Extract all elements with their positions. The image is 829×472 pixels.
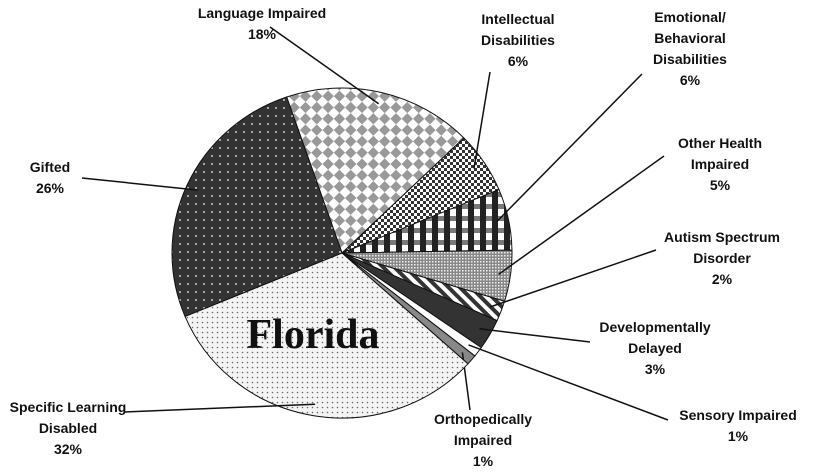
value-label: 18% xyxy=(248,26,277,42)
label-line: Delayed xyxy=(628,340,682,356)
leader-line xyxy=(468,344,669,421)
value-label: 2% xyxy=(712,271,733,287)
label-line: Orthopedically xyxy=(434,411,532,427)
label-line: Disabilities xyxy=(653,51,727,67)
value-label: 1% xyxy=(473,453,494,469)
value-label: 6% xyxy=(508,53,529,69)
label-line: Disabled xyxy=(39,420,97,436)
label-line: Autism Spectrum xyxy=(664,229,780,245)
slice-label: Other Health Impaired xyxy=(678,135,762,172)
value-label: 5% xyxy=(710,177,731,193)
leader-line xyxy=(123,403,316,413)
leader-line xyxy=(496,73,643,223)
slice-label: Sensory Impaired xyxy=(679,407,797,423)
value-label: 3% xyxy=(645,361,666,377)
pie-slice xyxy=(171,96,343,318)
label-line: Developmentally xyxy=(599,319,710,335)
pie-slice xyxy=(286,87,465,254)
value-label: 32% xyxy=(54,441,83,457)
slice-label: Emotional/Behavioral Disabilities xyxy=(653,9,727,67)
slice-label: Specific Learning Disabled xyxy=(10,399,127,436)
value-label: 6% xyxy=(680,72,701,88)
label-line: Disabilities xyxy=(481,32,555,48)
leader-line xyxy=(81,177,198,191)
slice-label: Language Impaired xyxy=(198,5,326,21)
leader-line xyxy=(473,71,491,169)
value-label: 26% xyxy=(36,180,65,196)
slice-label: Intellectual Disabilities xyxy=(481,11,555,48)
label-line: Impaired xyxy=(691,156,749,172)
label-line: Specific Learning xyxy=(10,399,127,415)
value-label: 1% xyxy=(728,428,749,444)
label-line: Disorder xyxy=(693,250,751,266)
label-line: Other Health xyxy=(678,135,762,151)
slice-label: Orthopedically Impaired xyxy=(434,411,532,448)
slice-label: Developmentally Delayed xyxy=(599,319,710,356)
label-line: Behavioral xyxy=(654,30,726,46)
slice-label: Autism Spectrum Disorder xyxy=(664,229,780,266)
label-line: Impaired xyxy=(454,432,512,448)
leader-line xyxy=(479,328,591,343)
pie-slice xyxy=(184,252,469,419)
label-line: Intellectual xyxy=(481,11,554,27)
leader-line xyxy=(498,155,665,275)
leader-line xyxy=(489,249,657,308)
leader-line xyxy=(269,26,380,105)
annotation: Florida xyxy=(247,312,380,358)
label-line: Gifted xyxy=(30,159,70,175)
slice-label: Gifted xyxy=(30,159,70,175)
label-line: Language Impaired xyxy=(198,5,326,21)
label-line: Emotional/ xyxy=(654,9,726,25)
label-line: Sensory Impaired xyxy=(679,407,797,423)
